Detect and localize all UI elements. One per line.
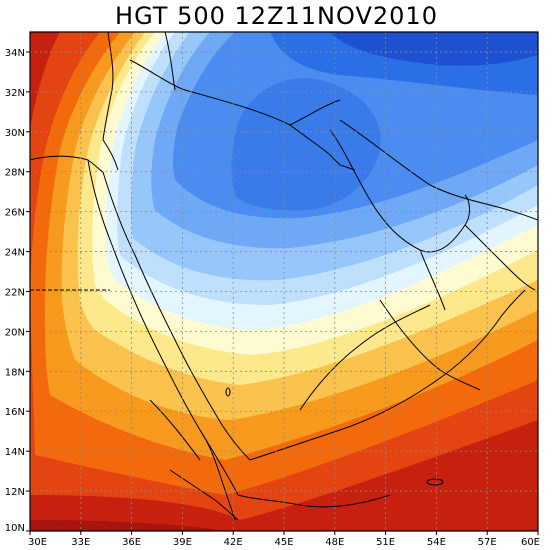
- x-tick-label: 57E: [478, 537, 497, 548]
- x-tick-label: 30E: [28, 537, 47, 548]
- saudi-yemen-border: [299, 304, 431, 411]
- dahlak-island: [225, 387, 231, 397]
- coastlines-borders: [30, 32, 538, 521]
- red-sea-west-coast: [87, 159, 239, 496]
- graticule: [30, 32, 538, 531]
- levant-coastline: [102, 32, 114, 141]
- gulf-of-aden-coast: [237, 494, 391, 508]
- y-tick-label: 18N: [5, 367, 25, 378]
- kuwait-border: [329, 154, 356, 171]
- oman-coast: [464, 224, 536, 291]
- y-tick-label: 24N: [5, 248, 25, 259]
- y-tick-label: 16N: [5, 407, 25, 418]
- persian-gulf-west: [329, 129, 470, 253]
- y-tick-label: 14N: [5, 447, 25, 458]
- iraq-kuwait-border: [289, 99, 341, 126]
- contour-band-1: [330, 32, 538, 66]
- y-tick-label: 34N: [5, 48, 25, 59]
- x-tick-label: 36E: [122, 537, 141, 548]
- y-tick-label: 22N: [5, 287, 25, 298]
- persian-gulf-east: [339, 119, 538, 221]
- socotra-island: [426, 478, 444, 486]
- ethiopia-border: [169, 469, 239, 521]
- y-tick-label: 26N: [5, 208, 25, 219]
- contour-band-3b: [231, 78, 381, 211]
- x-tick-label: 39E: [173, 537, 192, 548]
- yemen-border: [379, 299, 481, 391]
- sudan-ethiopia-border: [149, 399, 201, 461]
- syria-border: [164, 32, 176, 91]
- x-tick-label: 60E: [521, 537, 540, 548]
- longitude-tick-labels: 30E 33E 36E 39E 42E 45E 48E 51E 54E 57E 60E: [28, 531, 540, 548]
- x-tick-label: 54E: [427, 537, 446, 548]
- map-title: HGT 500 12Z11NOV2010: [115, 2, 438, 30]
- red-sea-east-coast: [102, 171, 251, 461]
- y-tick-label: 20N: [5, 327, 25, 338]
- jordan-iraq-border: [129, 59, 331, 156]
- x-tick-label: 42E: [224, 537, 243, 548]
- x-tick-label: 51E: [376, 537, 395, 548]
- y-tick-label: 10N: [5, 523, 25, 534]
- saudi-oman-border: [419, 249, 446, 311]
- gulf-of-aqaba: [102, 139, 119, 171]
- y-tick-label: 28N: [5, 168, 25, 179]
- y-tick-label: 12N: [5, 487, 25, 498]
- latitude-tick-labels: 10N 12N 14N 16N 18N 20N 22N 24N 26N 28N 30N 32N 34N: [5, 48, 30, 534]
- arabian-south-coast: [249, 289, 526, 461]
- y-tick-label: 30N: [5, 128, 25, 139]
- x-tick-label: 45E: [274, 537, 293, 548]
- y-tick-label: 32N: [5, 88, 25, 99]
- x-tick-label: 48E: [325, 537, 344, 548]
- x-tick-label: 33E: [71, 537, 90, 548]
- eritrea-border: [199, 429, 236, 521]
- filled-contours: [30, 32, 538, 531]
